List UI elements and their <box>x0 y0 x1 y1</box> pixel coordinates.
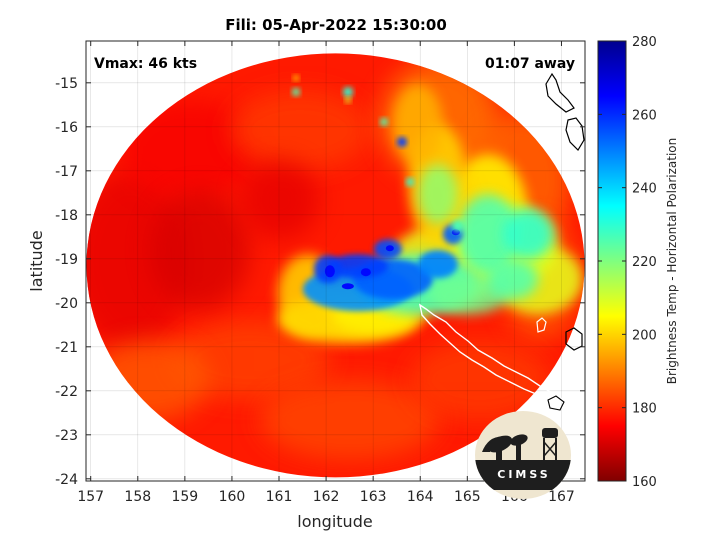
rain-band <box>392 84 443 165</box>
y-tick-label: -24 <box>55 472 78 488</box>
y-tick-labels: -15 -16 -17 -18 -19 -20 -21 -22 -23 -24 <box>55 76 78 488</box>
vmax-annotation: Vmax: 46 kts <box>94 56 197 72</box>
colorbar-tick-label: 280 <box>632 35 657 50</box>
x-tick-label: 165 <box>454 489 481 505</box>
colorbar-tick-label: 260 <box>632 108 657 123</box>
grid <box>86 41 585 481</box>
scattered-cell <box>343 87 353 97</box>
y-tick-label: -21 <box>55 340 78 356</box>
x-tick-label: 159 <box>171 489 198 505</box>
cimss-logo: CIMSS <box>475 411 571 499</box>
mare-coastline <box>565 327 583 351</box>
colorbar-tick-label: 160 <box>632 475 657 490</box>
scattered-cell <box>292 88 300 96</box>
cold-cloud-top <box>360 268 371 277</box>
colorbar-tick-label: 220 <box>632 255 657 270</box>
inner-band <box>487 259 538 300</box>
y-tick-label: -19 <box>55 252 78 268</box>
y-tick-label: -23 <box>55 428 78 444</box>
convective-core <box>327 254 388 279</box>
colorbar-ticks: 160 180 200 220 240 260 280 <box>598 35 657 490</box>
x-tick-label: 164 <box>407 489 434 505</box>
cold-cloud-top <box>341 283 354 290</box>
x-tick-label: 157 <box>77 489 104 505</box>
isle-of-pines-coastline <box>547 395 565 411</box>
scattered-cell <box>345 97 351 103</box>
swath-texture <box>150 190 250 310</box>
new-caledonia-coastline <box>418 303 563 405</box>
coastlines <box>418 72 585 411</box>
axes-frame <box>85 40 586 482</box>
time-away-annotation: 01:07 away <box>485 56 575 72</box>
colorbar-label: Brightness Temp - Horizontal Polarizatio… <box>665 138 679 385</box>
inner-band <box>417 164 458 225</box>
cold-cloud-top <box>324 265 335 278</box>
swath-texture <box>230 90 370 170</box>
x-tick-label: 162 <box>313 489 340 505</box>
swath-texture <box>410 340 550 420</box>
logo-text: CIMSS <box>497 468 550 481</box>
vanuatu-coastline-1 <box>545 72 575 113</box>
x-tick-label: 161 <box>266 489 293 505</box>
swath-texture <box>240 160 320 240</box>
swath-texture <box>260 380 440 460</box>
colorbar-tick-label: 180 <box>632 402 657 417</box>
colorbar-tick-label: 200 <box>632 328 657 343</box>
x-tick-labels: 157158159160161162163164165166167 <box>77 489 574 505</box>
y-tick-label: -20 <box>55 296 78 312</box>
y-tick-label: -15 <box>55 76 78 92</box>
inner-band <box>502 209 553 260</box>
inner-band <box>427 274 508 315</box>
scattered-cell <box>293 75 299 81</box>
scattered-cell <box>380 118 388 126</box>
y-tick-label: -22 <box>55 384 78 400</box>
scattered-cell <box>406 178 414 186</box>
y-tick-label: -17 <box>55 164 78 180</box>
lifou-coastline <box>536 317 547 333</box>
scattered-cell <box>397 137 407 147</box>
x-tick-label: 160 <box>219 489 246 505</box>
y-tick-label: -18 <box>55 208 78 224</box>
tick-marks <box>86 41 585 481</box>
colorbar-tick-label: 240 <box>632 182 657 197</box>
inner-band <box>457 194 518 275</box>
x-axis-label: longitude <box>297 512 372 531</box>
y-tick-label: -16 <box>55 120 78 136</box>
x-tick-label: 167 <box>548 489 575 505</box>
vanuatu-coastline-2 <box>565 117 585 151</box>
swath-texture <box>120 100 260 200</box>
scattered-cell <box>452 220 464 232</box>
y-axis-label: latitude <box>27 230 46 291</box>
convective-core <box>417 250 458 279</box>
x-tick-label: 163 <box>360 489 387 505</box>
cold-cloud-top <box>385 245 394 252</box>
chart-title: Fili: 05-Apr-2022 15:30:00 <box>225 16 447 34</box>
x-tick-label: 158 <box>124 489 151 505</box>
colorbar <box>598 41 626 481</box>
